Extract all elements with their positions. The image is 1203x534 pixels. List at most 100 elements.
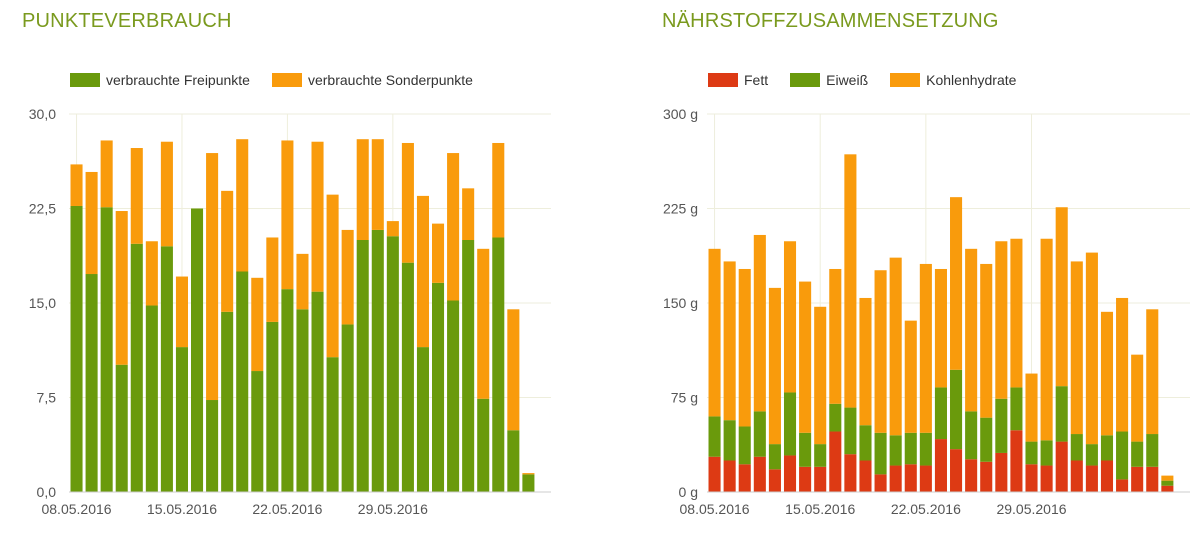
y-tick-label: 7,5 — [37, 390, 57, 406]
y-tick-label: 0,0 — [37, 484, 57, 500]
bar-segment — [492, 142, 505, 238]
bar-segment — [1010, 387, 1023, 431]
bar-segment — [919, 465, 932, 492]
bar-segment — [783, 455, 797, 492]
bar-segment — [175, 347, 188, 492]
bar-segment — [829, 431, 842, 492]
bar-segment — [738, 426, 751, 465]
bar-segment — [799, 466, 812, 492]
bar-segment — [708, 248, 721, 417]
bar-segment — [753, 411, 766, 457]
bar-segment — [723, 261, 736, 421]
bar-segment — [874, 474, 887, 492]
bar-segment — [130, 243, 143, 492]
bar-segment — [1070, 261, 1083, 435]
bar-segment — [311, 141, 324, 292]
bar-segment — [1010, 430, 1023, 492]
bar-segment — [1116, 431, 1129, 480]
bar-segment — [206, 153, 219, 401]
bar-segment — [251, 371, 264, 492]
bar-segment — [874, 270, 887, 433]
bar-segment — [889, 257, 902, 436]
bar-segment — [919, 432, 932, 466]
bar-segment — [341, 324, 354, 492]
legend: verbrauchte Freipunkte verbrauchte Sonde… — [70, 72, 473, 88]
bar-segment — [768, 287, 781, 445]
bar-segment — [919, 263, 932, 433]
bar-segment — [386, 236, 399, 492]
bar-segment — [1100, 460, 1114, 492]
bar-segment — [507, 309, 520, 431]
bar-segment — [145, 241, 158, 306]
bar-segment — [950, 197, 963, 370]
bar-segment — [1025, 373, 1038, 442]
bar-segment — [995, 398, 1008, 453]
bar-segment — [236, 271, 249, 492]
bar-segment — [507, 430, 520, 492]
bar-segment — [1040, 440, 1053, 466]
punkteverbrauch-chart: 0,0 7,5 15,0 22,5 30,0 08.05.2016 15.05.2016 22… — [29, 106, 551, 517]
bar-segment — [995, 241, 1008, 399]
bar-segment — [160, 141, 173, 247]
bar-segment — [723, 460, 736, 492]
bar-segment — [859, 297, 872, 426]
bar-segment — [934, 387, 947, 440]
bar-segment — [85, 171, 98, 275]
bar-segment — [281, 140, 294, 290]
bar-segment — [950, 449, 963, 492]
legend-item-fett[interactable]: Fett — [708, 72, 768, 88]
legend-label: Kohlenhydrate — [926, 72, 1017, 88]
bar-segment — [221, 311, 234, 492]
bar-segment — [1131, 466, 1144, 492]
bar-segment — [251, 277, 264, 372]
bar-segment — [768, 469, 781, 492]
bar-segment — [70, 205, 83, 493]
bar-segment — [889, 435, 902, 466]
bar-segment — [934, 268, 947, 388]
legend-swatch — [790, 73, 821, 87]
bar-segment — [356, 139, 369, 240]
bar-segment — [1131, 441, 1144, 467]
bar-segment — [281, 289, 294, 492]
bar-segment — [889, 465, 902, 492]
bar-segment — [401, 262, 414, 492]
bar-segment — [462, 240, 475, 492]
y-tick-label: 15,0 — [29, 295, 56, 311]
y-tick-label: 30,0 — [29, 106, 56, 122]
legend-item-sonderpunkte[interactable]: verbrauchte Sonderpunkte — [271, 72, 473, 88]
x-tick-label: 29.05.2016 — [996, 501, 1066, 517]
bar-segment — [356, 240, 369, 492]
y-tick-label: 0 g — [679, 484, 698, 500]
bar-segment — [1146, 434, 1159, 467]
bar-segment — [859, 425, 872, 461]
bar-segment — [1040, 465, 1053, 492]
bar-segment — [1085, 252, 1098, 445]
bar-segment — [950, 369, 963, 450]
bar-segment — [995, 452, 1008, 492]
bar-segment — [829, 403, 842, 432]
bar-segment — [904, 464, 917, 492]
legend-item-kohlenhydrate[interactable]: Kohlenhydrate — [890, 72, 1016, 88]
bar-segment — [371, 229, 384, 493]
x-tick-label: 29.05.2016 — [358, 501, 428, 517]
bar-segment — [206, 400, 219, 492]
bar-segment — [814, 306, 827, 445]
y-tick-label: 300 g — [663, 106, 698, 122]
bar-segment — [326, 357, 339, 492]
bar-segment — [1070, 460, 1083, 492]
bar-segment — [1070, 434, 1083, 461]
legend: Fett Eiweiß Kohlenhydrate — [708, 72, 1016, 88]
x-tick-label: 15.05.2016 — [147, 501, 217, 517]
legend-item-freipunkte[interactable]: verbrauchte Freipunkte — [70, 72, 250, 88]
bar-segment — [266, 237, 279, 322]
bar-segment — [311, 291, 324, 492]
bar-segment — [1025, 464, 1038, 492]
bar-segment — [1161, 480, 1174, 486]
bar-segment — [1100, 311, 1114, 436]
bar-segment — [100, 207, 113, 493]
bar-segment — [965, 248, 978, 412]
bar-segment — [723, 420, 736, 461]
bar-segment — [296, 309, 309, 492]
legend-item-eiweiss[interactable]: Eiweiß — [790, 72, 868, 88]
bar-segment — [859, 460, 872, 492]
